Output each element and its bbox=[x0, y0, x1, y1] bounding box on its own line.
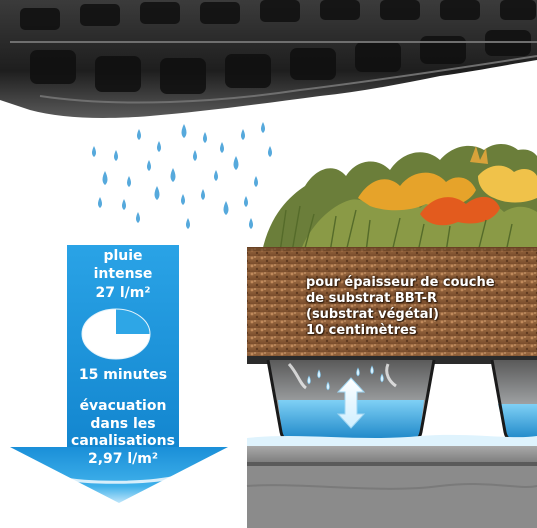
drain-label-line3: canalisations bbox=[71, 433, 175, 449]
drainage-tray-photo bbox=[0, 0, 537, 120]
substrate-label-line4: 10 centimètres bbox=[306, 323, 417, 338]
double-arrow-icon bbox=[336, 377, 366, 429]
concrete-slab bbox=[246, 434, 537, 528]
substrate-label-line1: pour épaisseur de couche bbox=[306, 275, 495, 290]
substrate-label-line3: (substrat végétal) bbox=[306, 307, 439, 322]
vegetation bbox=[262, 144, 537, 253]
substrate-label-line2: de substrat BBT-R bbox=[306, 291, 438, 306]
substrate-label: pour épaisseur de couche de substrat BBT… bbox=[306, 275, 495, 339]
rain-label-line1: pluie bbox=[103, 248, 143, 264]
rain-label-line2: intense bbox=[93, 266, 153, 282]
drain-amount: 2,97 l/m² bbox=[87, 451, 159, 467]
substrate-layer bbox=[247, 247, 537, 356]
drainage-tray-section bbox=[247, 356, 537, 444]
drain-label-line1: évacuation bbox=[79, 398, 167, 414]
duration-label: 15 minutes bbox=[78, 367, 168, 383]
raindrop-icon bbox=[307, 365, 384, 391]
raindrop-icon bbox=[92, 122, 272, 229]
down-arrow-icon bbox=[10, 447, 228, 503]
drain-label-line2: dans les bbox=[90, 416, 156, 432]
rain-amount: 27 l/m² bbox=[95, 285, 151, 301]
pie-chart-icon bbox=[81, 308, 151, 360]
